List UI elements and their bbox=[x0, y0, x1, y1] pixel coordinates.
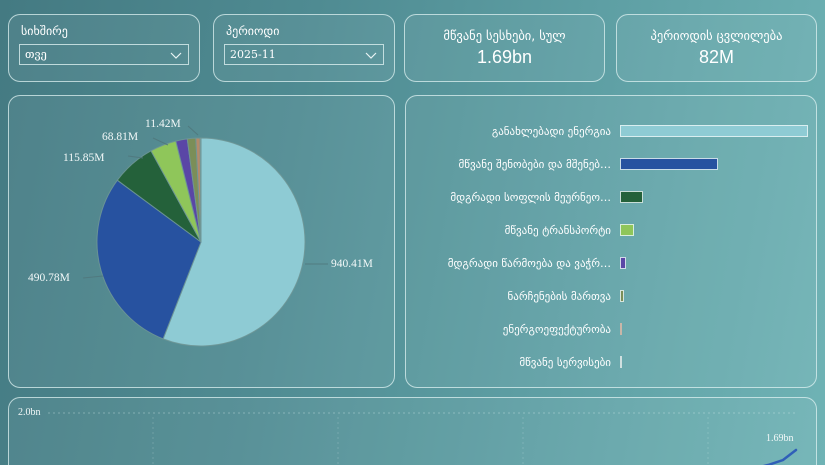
bar-category-label: მწვანე ტრანსპორტი bbox=[504, 223, 611, 237]
pie-label-agriculture: 115.85M bbox=[63, 152, 105, 164]
bar[interactable] bbox=[620, 257, 626, 269]
frequency-dropdown[interactable]: თვე bbox=[19, 44, 189, 65]
pie-label-buildings: 490.78M bbox=[28, 272, 70, 284]
pie-slice[interactable] bbox=[162, 137, 306, 347]
last-point-label: 1.69bn bbox=[766, 433, 794, 444]
bar-row[interactable]: ნარჩენების მართვა bbox=[406, 289, 816, 303]
kpi-value: 1.69bn bbox=[476, 47, 533, 67]
bar-category-label: მდგრადი წარმოება და ვაჭრ… bbox=[447, 256, 611, 270]
bar-row[interactable]: მდგრადი სოფლის მეურნეო… bbox=[406, 190, 816, 204]
bar-row[interactable]: მწვანე შენობები და მშენებ… bbox=[406, 157, 816, 171]
bar-row[interactable]: მწვანე სერვისები bbox=[406, 355, 816, 369]
bar-row[interactable]: ენერგოეფექტურობა bbox=[406, 322, 816, 336]
pie-label-transport: 68.81M bbox=[102, 131, 139, 143]
kpi-title: მწვანე სესხები, სულ bbox=[443, 28, 566, 43]
pie-label-renewable: 940.41M bbox=[331, 258, 373, 270]
pie-slice[interactable] bbox=[96, 179, 202, 340]
period-filter-label: პერიოდი bbox=[226, 24, 280, 38]
pie-label-efficiency: 11.42M bbox=[145, 118, 181, 130]
pie-chart[interactable] bbox=[8, 95, 395, 388]
line-series bbox=[763, 448, 798, 465]
kpi-period-change: პერიოდის ცვლილება 82M bbox=[616, 14, 817, 82]
chevron-down-icon bbox=[365, 52, 377, 59]
bar-chart-card: განახლებადი ენერგია მწვანე შენობები და მშ… bbox=[405, 95, 817, 388]
bar-category-label: განახლებადი ენერგია bbox=[491, 124, 611, 138]
period-dropdown-value: 2025-11 bbox=[230, 48, 276, 61]
bar-row[interactable]: მწვანე ტრანსპორტი bbox=[406, 223, 816, 237]
bar-category-label: მწვანე შენობები და მშენებ… bbox=[458, 157, 611, 171]
line-chart[interactable] bbox=[8, 397, 817, 465]
period-filter-card: პერიოდი 2025-11 bbox=[213, 14, 395, 82]
bar[interactable] bbox=[620, 323, 622, 335]
frequency-filter-label: სიხშირე bbox=[21, 24, 68, 38]
bar-chart[interactable]: განახლებადი ენერგია მწვანე შენობები და მშ… bbox=[406, 96, 816, 387]
bar[interactable] bbox=[620, 356, 622, 368]
bar[interactable] bbox=[620, 125, 808, 137]
bar[interactable] bbox=[620, 290, 625, 302]
bar-category-label: ნარჩენების მართვა bbox=[507, 289, 611, 303]
kpi-total-green-loans: მწვანე სესხები, სულ 1.69bn bbox=[404, 14, 605, 82]
bar[interactable] bbox=[620, 158, 719, 170]
bar-category-label: ენერგოეფექტურობა bbox=[502, 322, 611, 336]
bar[interactable] bbox=[620, 224, 634, 236]
bar[interactable] bbox=[620, 191, 644, 203]
line-chart-card: 2.0bn 1.69bn bbox=[8, 397, 817, 465]
bar-category-label: მდგრადი სოფლის მეურნეო… bbox=[450, 190, 611, 204]
period-dropdown[interactable]: 2025-11 bbox=[224, 44, 384, 65]
kpi-value: 82M bbox=[698, 47, 734, 67]
frequency-filter-card: სიხშირე თვე bbox=[8, 14, 200, 82]
bar-row[interactable]: განახლებადი ენერგია bbox=[406, 124, 816, 138]
kpi-title: პერიოდის ცვლილება bbox=[650, 28, 783, 43]
y-axis-top-label: 2.0bn bbox=[18, 407, 41, 418]
bar-category-label: მწვანე სერვისები bbox=[519, 355, 611, 369]
pie-slice[interactable] bbox=[199, 137, 202, 243]
bar-row[interactable]: მდგრადი წარმოება და ვაჭრ… bbox=[406, 256, 816, 270]
frequency-dropdown-value: თვე bbox=[25, 48, 47, 61]
pie-chart-card: 940.41M 490.78M 115.85M 68.81M 11.42M bbox=[8, 95, 395, 388]
chevron-down-icon bbox=[170, 52, 182, 59]
